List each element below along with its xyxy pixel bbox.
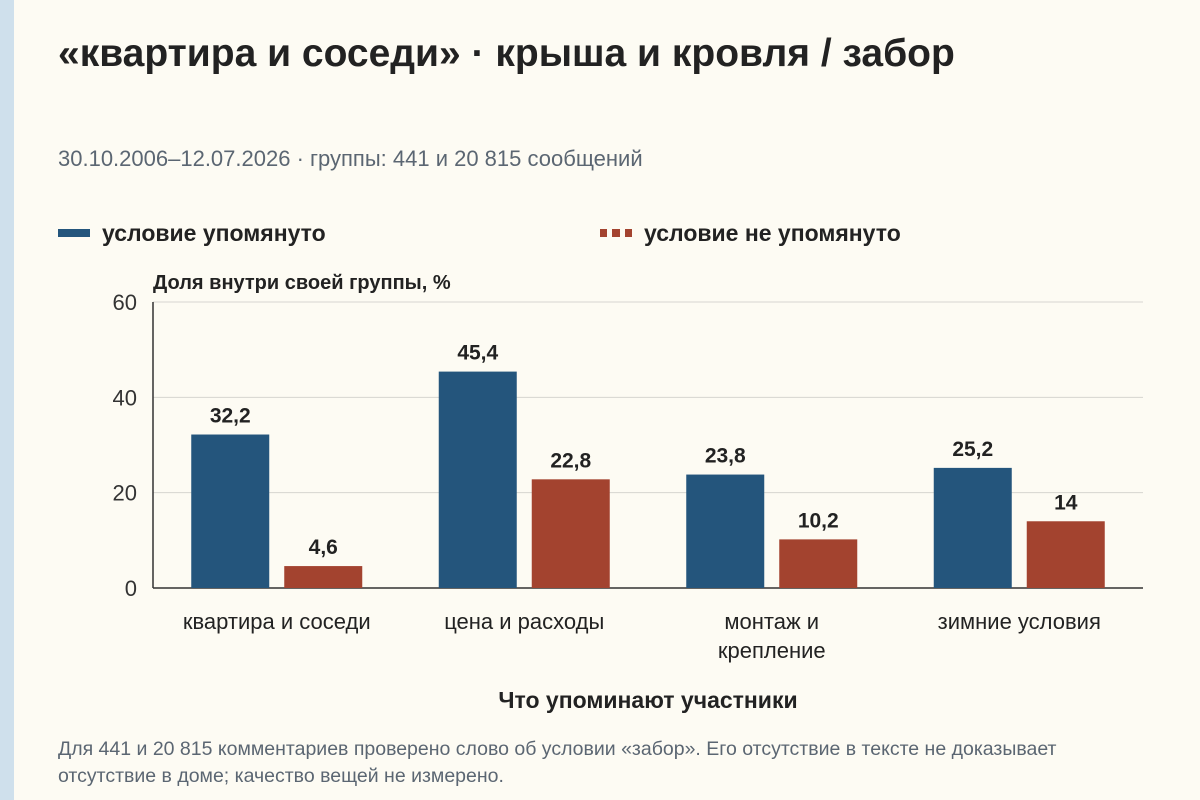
data-label-not-mentioned-3: 14 <box>1054 491 1078 514</box>
data-label-not-mentioned-1: 22,8 <box>550 449 591 472</box>
bar-not-mentioned-2 <box>779 539 858 588</box>
x-tick-label-2: монтаж и <box>724 609 819 634</box>
bar-mentioned-0 <box>191 434 270 588</box>
legend-label-not-mentioned: условие не упомянуто <box>644 219 901 246</box>
bar-not-mentioned-1 <box>531 479 610 588</box>
y-tick-label-0: 0 <box>125 576 137 601</box>
x-tick-label-2-line1: крепление <box>718 638 826 663</box>
x-tick-label-1: цена и расходы <box>444 609 604 634</box>
y-tick-label-60: 60 <box>113 290 137 315</box>
x-tick-label-3: зимние условия <box>938 609 1101 634</box>
legend-item-not-mentioned: условие не упомянуто <box>600 218 901 248</box>
bar-not-mentioned-0 <box>284 566 363 588</box>
data-label-not-mentioned-0: 4,6 <box>309 536 338 559</box>
legend-swatch-mentioned <box>58 229 90 237</box>
data-label-mentioned-2: 23,8 <box>705 445 746 468</box>
legend-item-mentioned: условие упомянуто <box>58 218 326 248</box>
x-axis-label: Что упоминают участники <box>498 687 797 713</box>
y-tick-label-20: 20 <box>113 481 137 506</box>
bar-mentioned-2 <box>686 474 765 588</box>
legend-swatch-not-mentioned <box>600 229 632 237</box>
footnote: Для 441 и 20 815 комментариев проверено … <box>58 738 1057 787</box>
left-accent-strip <box>0 0 14 800</box>
bar-not-mentioned-3 <box>1026 521 1105 588</box>
y-tick-label-40: 40 <box>113 385 137 410</box>
bar-mentioned-1 <box>438 371 517 588</box>
data-label-mentioned-0: 32,2 <box>210 405 251 428</box>
x-tick-label-0: квартира и соседи <box>183 609 371 634</box>
data-label-mentioned-1: 45,4 <box>457 342 498 365</box>
chart-subtitle: 30.10.2006–12.07.2026 · группы: 441 и 20… <box>58 146 643 171</box>
data-label-mentioned-3: 25,2 <box>952 438 993 461</box>
y-axis-label: Доля внутри своей группы, % <box>153 272 451 294</box>
data-label-not-mentioned-2: 10,2 <box>798 509 839 532</box>
chart-title: «квартира и соседи» · крыша и кровля / з… <box>58 32 955 75</box>
bar-mentioned-3 <box>933 467 1012 588</box>
legend-label-mentioned: условие упомянуто <box>102 219 326 246</box>
